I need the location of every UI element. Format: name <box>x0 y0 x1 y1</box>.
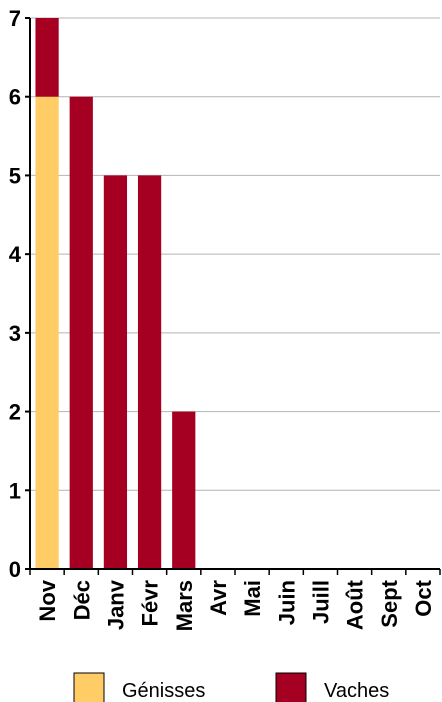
x-tick-label: Juill <box>308 580 333 624</box>
x-tick-label: Août <box>343 579 368 630</box>
bar-vaches <box>69 96 93 569</box>
legend-swatch-genisses <box>73 672 105 702</box>
legend-label-genisses: Génisses <box>122 680 205 702</box>
y-tick-label: 4 <box>9 242 22 267</box>
x-tick-label: Mai <box>240 580 265 617</box>
legend-label-vaches: Vaches <box>324 680 389 702</box>
x-tick-label: Févr <box>138 580 163 627</box>
x-tick-label: Janv <box>103 579 128 630</box>
y-tick-label: 1 <box>9 478 21 503</box>
y-tick-label: 2 <box>9 400 21 425</box>
legend-swatch-vaches <box>275 672 307 702</box>
y-tick-label: 5 <box>9 163 21 188</box>
x-tick-label: Oct <box>411 579 436 616</box>
axes <box>25 17 441 575</box>
y-tick-label: 0 <box>9 557 21 582</box>
bar-genisses <box>35 96 59 569</box>
y-tick-label: 3 <box>9 321 21 346</box>
bar-vaches <box>172 411 196 569</box>
x-tick-label: Nov <box>35 579 60 621</box>
y-tick-label: 7 <box>9 6 21 31</box>
x-tick-label: Déc <box>69 580 94 620</box>
y-tick-label: 6 <box>9 85 21 110</box>
x-tick-label: Juin <box>274 580 299 625</box>
gridlines <box>30 17 440 491</box>
y-tick-labels: 0 1 2 3 4 5 6 7 <box>9 6 22 582</box>
x-tick-labels: Nov Déc Janv Févr Mars Avr Mai Juin Juill Août Sep… <box>35 579 436 631</box>
bar-vaches <box>35 18 59 97</box>
legend: Génisses Vaches <box>73 672 389 702</box>
bar-vaches <box>103 175 128 569</box>
bars <box>35 18 196 569</box>
x-tick-label: Mars <box>172 580 197 631</box>
x-tick-label: Sept <box>377 579 402 627</box>
bar-vaches <box>137 175 162 569</box>
x-tick-label: Avr <box>206 580 231 616</box>
